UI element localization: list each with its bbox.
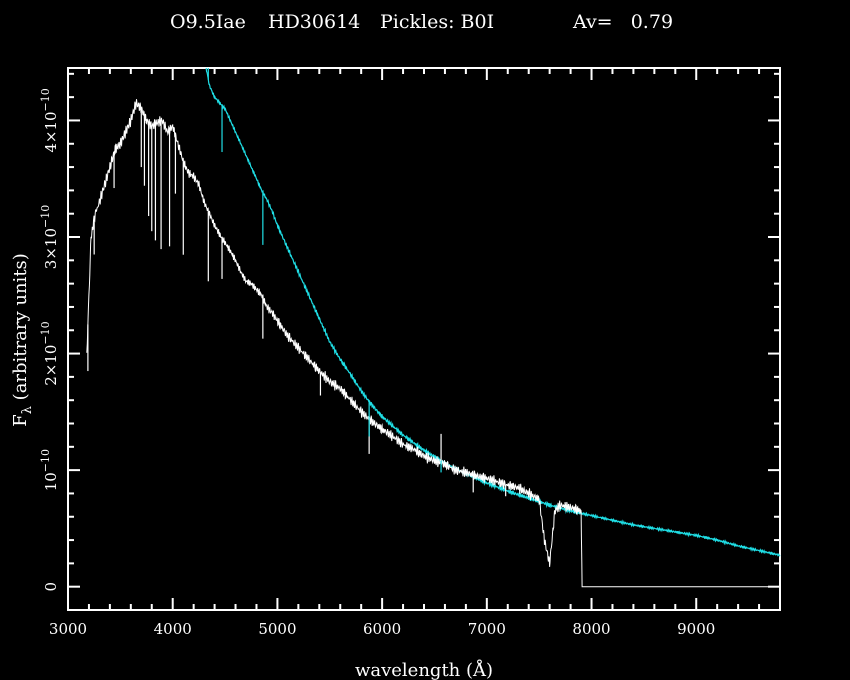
x-tick-label: 7000 bbox=[468, 620, 506, 638]
y-tick-label: 0 bbox=[42, 582, 60, 592]
title-spectral-type: O9.5Iae bbox=[170, 11, 246, 33]
y-tick-label: 10−10 bbox=[39, 449, 60, 491]
x-tick-label: 3000 bbox=[49, 620, 87, 638]
x-tick-label: 6000 bbox=[363, 620, 401, 638]
y-tick-label: 4×10−10 bbox=[39, 88, 60, 152]
y-axis-label-subscript: λ bbox=[20, 406, 35, 414]
series-template-line bbox=[205, 67, 781, 557]
y-tick-labels: 0 10−10 2×10−10 3×10−10 4×10−10 bbox=[39, 88, 60, 591]
x-tick-label: 8000 bbox=[572, 620, 610, 638]
y-axis-label: Fλ (arbitrary units) bbox=[10, 253, 35, 427]
y-tick-label: 2×10−10 bbox=[39, 321, 60, 385]
title-star-name: HD30614 bbox=[268, 11, 360, 33]
series-observed-line bbox=[86, 99, 780, 588]
title-extinction: Av= 0.79 bbox=[572, 11, 673, 33]
x-tick-label: 9000 bbox=[677, 620, 715, 638]
y-axis-label-units: (arbitrary units) bbox=[10, 253, 31, 406]
title-pickles-template: Pickles: B0I bbox=[380, 11, 494, 33]
x-tick-labels: 3000 4000 5000 6000 7000 8000 9000 bbox=[49, 620, 715, 638]
x-tick-label: 4000 bbox=[154, 620, 192, 638]
template-absorption-features bbox=[207, 68, 442, 473]
x-tick-label: 5000 bbox=[258, 620, 296, 638]
x-axis-label: wavelength (Å) bbox=[355, 659, 493, 680]
y-tick-label: 3×10−10 bbox=[39, 205, 60, 269]
y-axis-label-symbol: F bbox=[10, 414, 31, 427]
